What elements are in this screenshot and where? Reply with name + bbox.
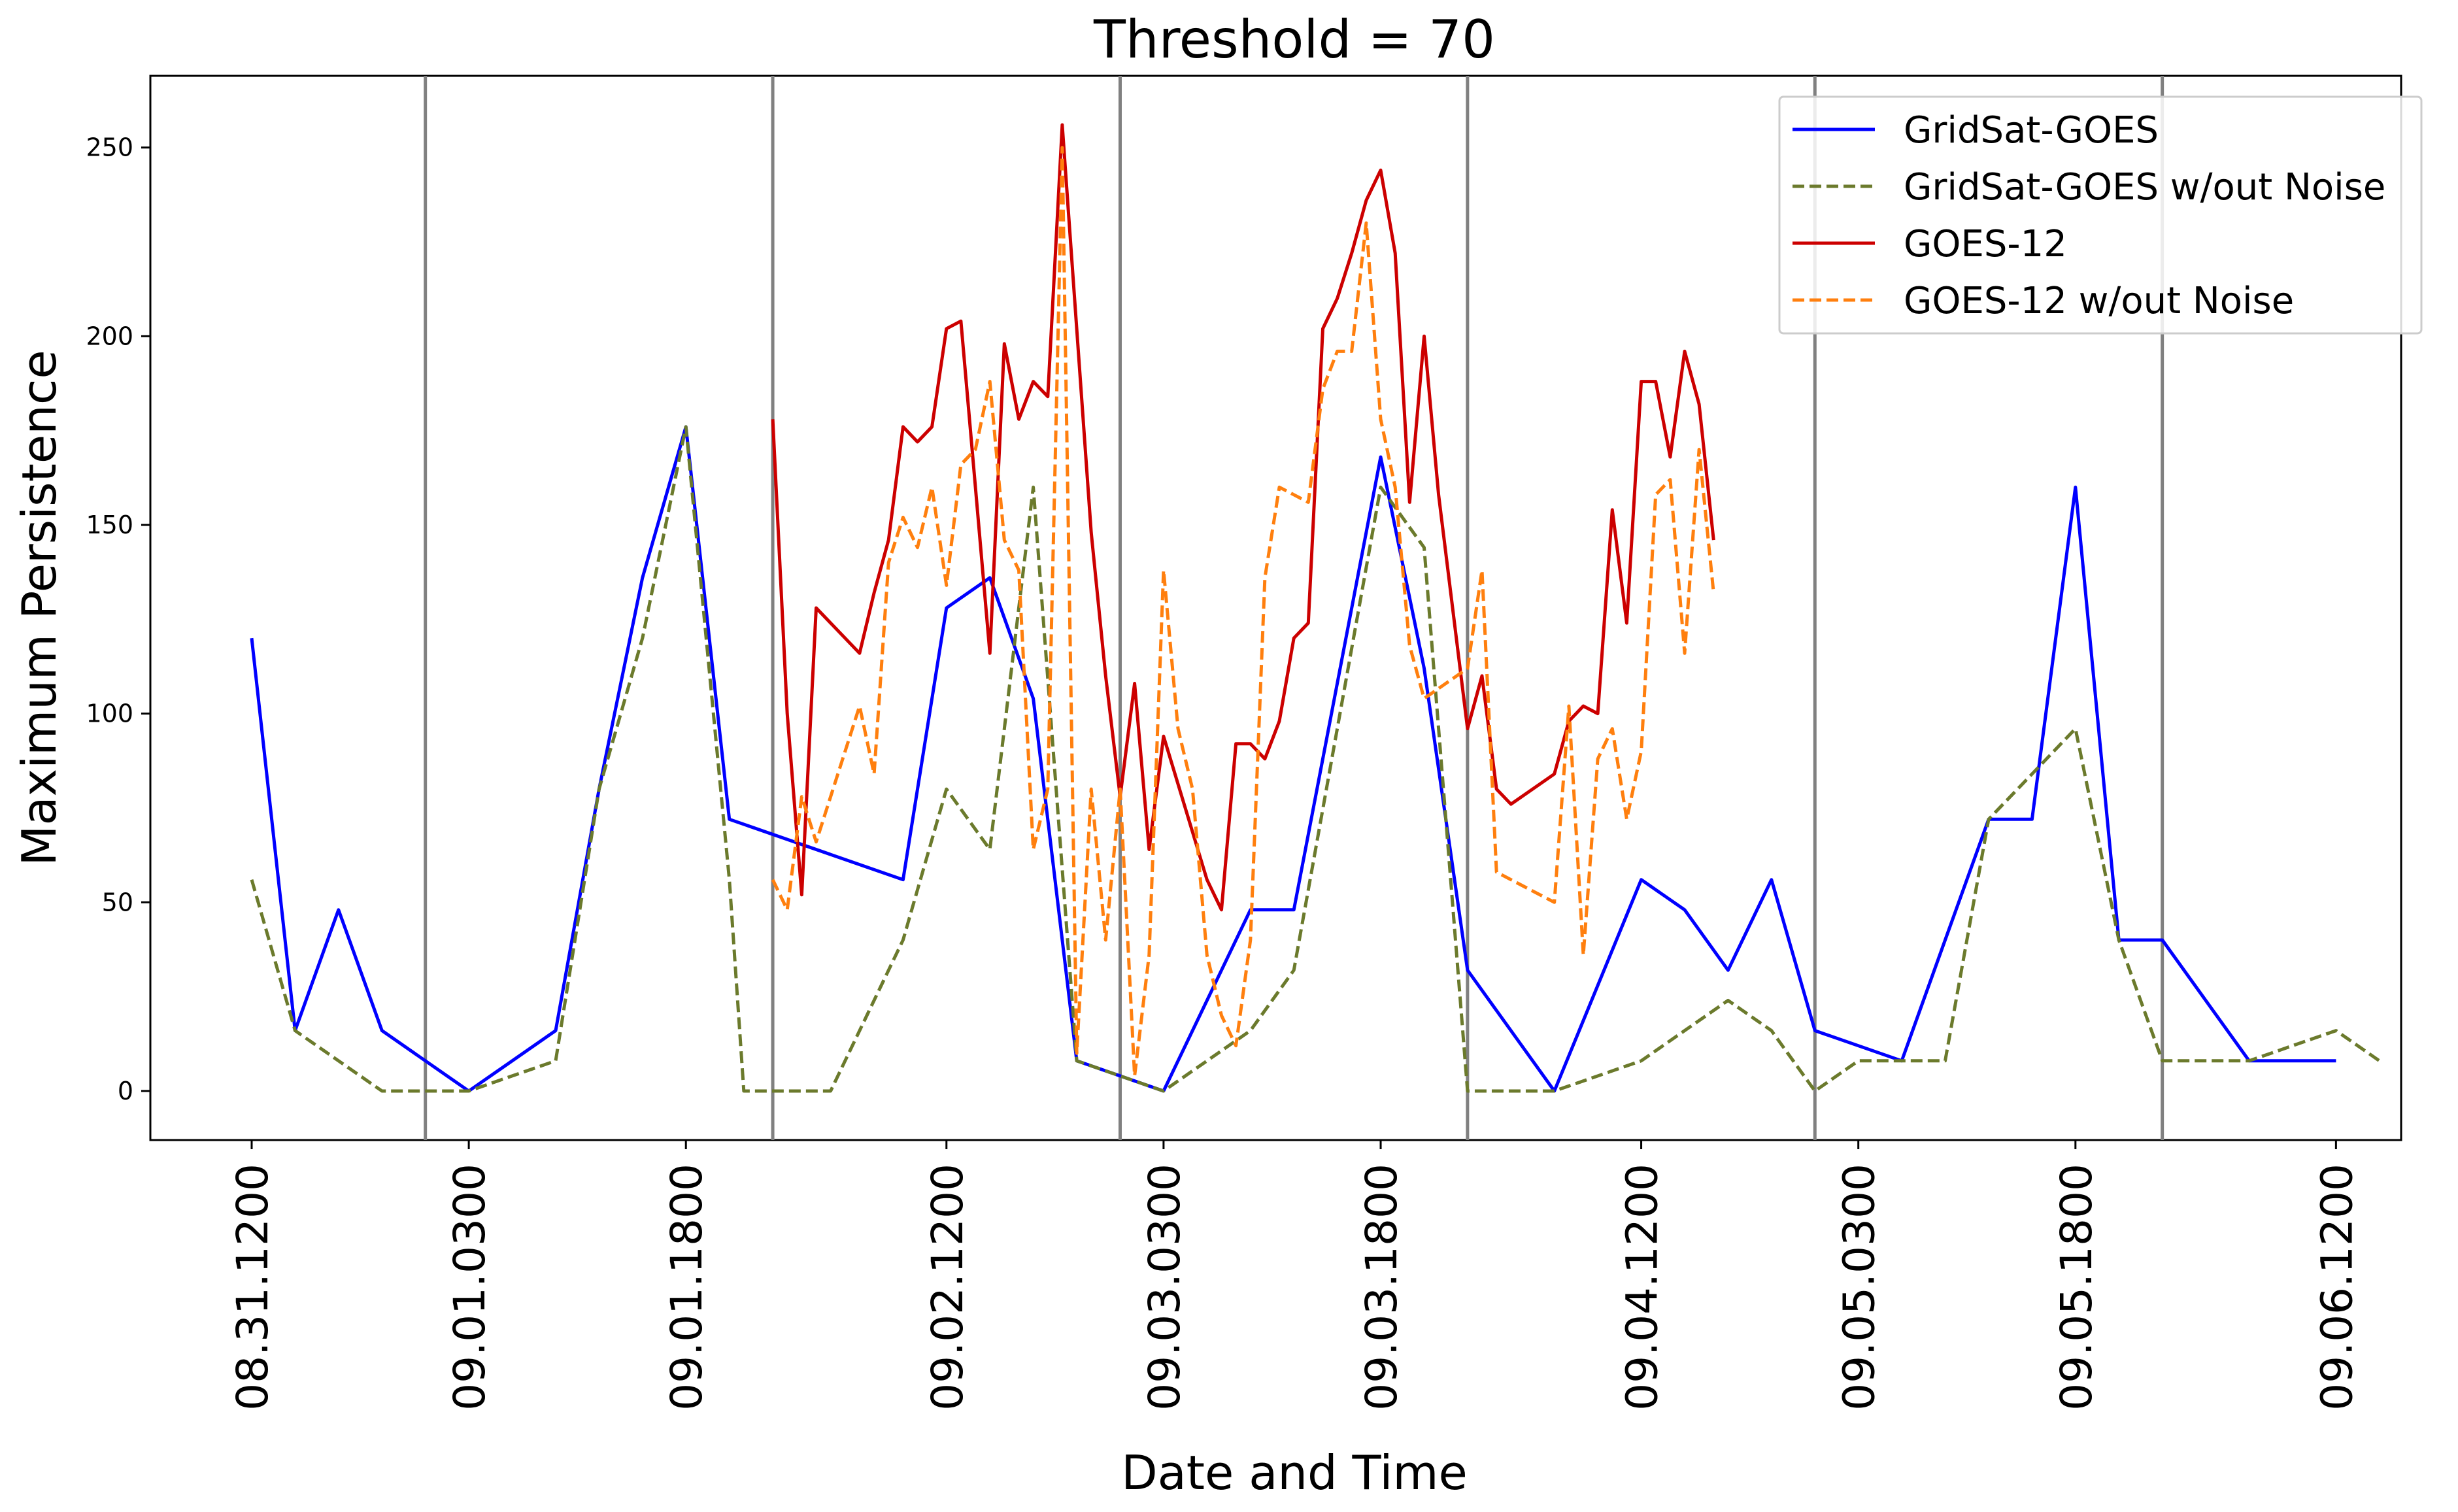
- x-tick-label-1: 09.01.0300: [445, 1164, 495, 1411]
- x-axis-ticks: 08.31.1200 09.01.0300 09.01.1800 09.02.1200…: [227, 1140, 2362, 1411]
- x-tick-label-7: 09.05.0300: [1834, 1164, 1885, 1411]
- y-tick-label-1: 50: [102, 888, 133, 916]
- legend: GridSat-GOES GridSat-GOES w/out Noise GOES…: [1778, 95, 2423, 335]
- x-tick-label-8: 09.05.1800: [2051, 1164, 2102, 1411]
- y-tick-label-5: 250: [86, 133, 133, 162]
- y-tick-label-2: 100: [86, 699, 133, 728]
- x-tick-label-0: 08.31.1200: [227, 1164, 278, 1411]
- y-axis-ticks: 0 50 100 150 200 250: [86, 133, 150, 1105]
- legend-label-1: GridSat-GOES w/out Noise: [1904, 166, 2385, 209]
- legend-label-3: GOES-12 w/out Noise: [1904, 280, 2294, 322]
- legend-box: [1778, 95, 2423, 335]
- x-tick-label-3: 09.02.1200: [922, 1164, 973, 1411]
- x-tick-label-5: 09.03.1800: [1356, 1164, 1407, 1411]
- series-line-0: [250, 425, 2336, 1093]
- x-tick-label-2: 09.01.1800: [662, 1164, 712, 1411]
- x-tick-label-4: 09.03.0300: [1139, 1164, 1190, 1411]
- legend-label-0: GridSat-GOES: [1904, 109, 2159, 152]
- x-tick-label-9: 09.06.1200: [2312, 1164, 2362, 1411]
- x-axis-label: Date and Time: [1121, 1445, 1468, 1500]
- series-lines: [250, 123, 2381, 1093]
- series-line-3: [771, 146, 1715, 1078]
- series-line-1: [250, 425, 2381, 1093]
- y-axis-label: Maximum Persistence: [12, 350, 67, 865]
- x-tick-label-6: 09.04.1200: [1617, 1164, 1668, 1411]
- legend-label-2: GOES-12: [1904, 223, 2067, 265]
- chart-title: Threshold = 70: [1093, 9, 1495, 70]
- y-tick-label-3: 150: [86, 511, 133, 539]
- y-tick-label-4: 200: [86, 322, 133, 350]
- y-tick-label-0: 0: [118, 1077, 133, 1105]
- legend-entries: GridSat-GOES GridSat-GOES w/out Noise GOES…: [1793, 109, 2385, 322]
